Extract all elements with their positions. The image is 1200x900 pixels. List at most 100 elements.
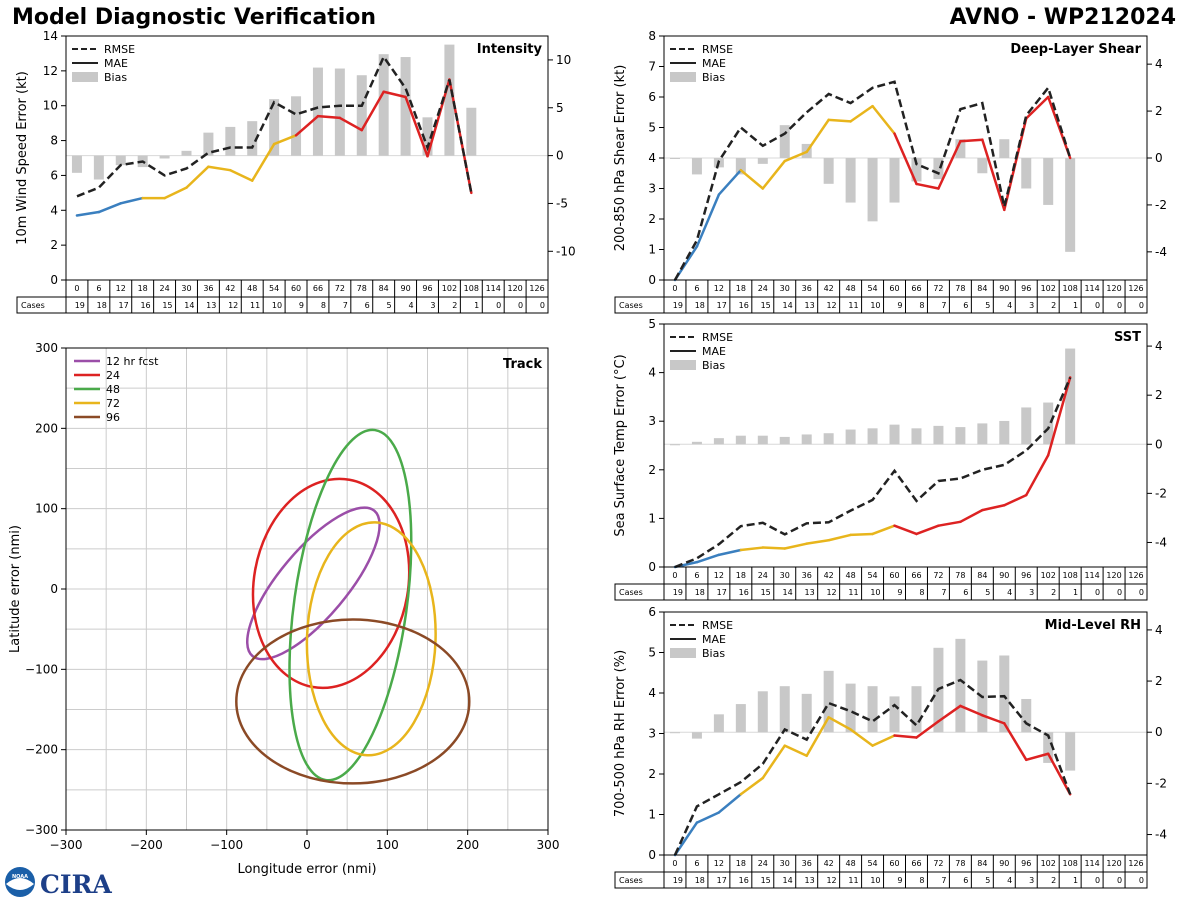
hour-cell: 48 xyxy=(247,284,257,293)
bias-bar xyxy=(713,714,724,733)
hour-cell: 96 xyxy=(422,284,432,293)
mae-segment xyxy=(695,553,721,564)
legend-label-mae: MAE xyxy=(702,345,726,358)
y2-tick-label: -10 xyxy=(556,244,576,258)
cases-cell: 1 xyxy=(1073,588,1078,597)
bias-bar xyxy=(911,158,922,182)
cases-cell: 12 xyxy=(826,876,836,885)
y-tick-label: 2 xyxy=(648,463,656,477)
cases-cell: 1 xyxy=(474,301,479,310)
hour-cell: 18 xyxy=(138,284,148,293)
mae-segment xyxy=(75,210,101,217)
mae-segment xyxy=(937,704,962,723)
y-tick-label: 5 xyxy=(648,121,656,135)
bias-bar xyxy=(933,158,944,180)
page-title: Model Diagnostic Verification xyxy=(12,5,377,30)
y-tick-label: 10 xyxy=(43,99,58,113)
legend-label-rmse: RMSE xyxy=(702,43,733,56)
hour-cell: 126 xyxy=(529,284,544,293)
hour-cell: 6 xyxy=(96,284,101,293)
mae-segment xyxy=(1025,453,1050,497)
hour-cell: 36 xyxy=(802,859,812,868)
cases-cell: 10 xyxy=(272,301,282,310)
y-tick-label: 0 xyxy=(50,273,58,287)
x-tick-label: −300 xyxy=(50,838,83,852)
cases-label: Cases xyxy=(21,301,45,310)
cases-cell: 0 xyxy=(1095,588,1100,597)
y2-tick-label: 4 xyxy=(1155,57,1163,71)
cases-cell: 12 xyxy=(228,301,238,310)
bias-bar xyxy=(999,655,1010,733)
mae-segment xyxy=(805,539,830,545)
mae-segment xyxy=(717,793,743,814)
hour-cell: 108 xyxy=(1063,571,1078,580)
y-tick-label: 0 xyxy=(648,273,656,287)
mae-segment xyxy=(1046,376,1072,457)
cases-cell: 15 xyxy=(761,301,771,310)
cases-cell: 0 xyxy=(1117,876,1122,885)
bias-bar xyxy=(466,107,477,156)
y-tick-label: 2 xyxy=(648,767,656,781)
cases-cell: 11 xyxy=(848,301,858,310)
bias-bar xyxy=(269,99,280,156)
hour-cell: 114 xyxy=(1084,859,1099,868)
hour-cell: 72 xyxy=(933,859,943,868)
y2-tick-label: 4 xyxy=(1155,339,1163,353)
hour-cell: 6 xyxy=(694,284,699,293)
mae-segment xyxy=(739,168,765,190)
cases-cell: 14 xyxy=(783,876,793,885)
legend-label: 12 hr fcst xyxy=(106,355,159,368)
cases-cell: 7 xyxy=(941,301,946,310)
hour-cell: 30 xyxy=(181,284,191,293)
hour-cell: 12 xyxy=(714,284,724,293)
mae-segment xyxy=(871,734,896,747)
hour-cell: 60 xyxy=(291,284,301,293)
mae-segment xyxy=(1046,95,1072,160)
y-axis-label: 10m Wind Speed Error (kt) xyxy=(15,71,30,245)
mae-segment xyxy=(229,168,254,182)
mae-segment xyxy=(849,104,874,123)
cases-cell: 0 xyxy=(1139,301,1144,310)
cases-cell: 5 xyxy=(387,301,392,310)
legend-label-rmse: RMSE xyxy=(702,619,733,632)
cases-cell: 0 xyxy=(496,301,501,310)
y2-tick-label: -2 xyxy=(1155,776,1167,790)
bias-bar xyxy=(801,434,812,445)
cases-cell: 5 xyxy=(985,301,990,310)
mae-segment xyxy=(294,114,320,137)
y-tick-label: 0 xyxy=(50,582,58,596)
cases-cell: 5 xyxy=(985,588,990,597)
forecast-table: Cases01961812171816241530143613421248115… xyxy=(16,279,549,314)
hour-cell: 114 xyxy=(1084,284,1099,293)
cases-cell: 6 xyxy=(963,588,968,597)
hour-cell: 48 xyxy=(846,284,856,293)
y-tick-label: 2 xyxy=(648,212,656,226)
hour-cell: 66 xyxy=(911,859,921,868)
panel-title: Track xyxy=(503,357,542,372)
cases-cell: 7 xyxy=(343,301,348,310)
hour-cell: 18 xyxy=(736,571,746,580)
bias-bar xyxy=(669,732,680,734)
hour-cell: 48 xyxy=(846,859,856,868)
cases-cell: 13 xyxy=(804,588,814,597)
cases-cell: 16 xyxy=(140,301,150,310)
cases-cell: 4 xyxy=(408,301,413,310)
y-tick-label: 0 xyxy=(648,560,656,574)
y-tick-label: 14 xyxy=(43,29,58,43)
hour-cell: 36 xyxy=(802,284,812,293)
cases-cell: 11 xyxy=(848,876,858,885)
cases-cell: 10 xyxy=(870,876,880,885)
bias-bar xyxy=(669,444,680,446)
cases-cell: 8 xyxy=(919,301,924,310)
cases-cell: 8 xyxy=(321,301,326,310)
cases-cell: 18 xyxy=(695,301,705,310)
mae-segment xyxy=(915,182,940,190)
mae-segment xyxy=(827,716,852,731)
cases-cell: 11 xyxy=(250,301,260,310)
bias-bar xyxy=(889,158,900,203)
bias-bar xyxy=(977,158,988,174)
mae-segment xyxy=(695,811,721,824)
mae-segment xyxy=(695,193,721,248)
hour-cell: 42 xyxy=(824,859,834,868)
